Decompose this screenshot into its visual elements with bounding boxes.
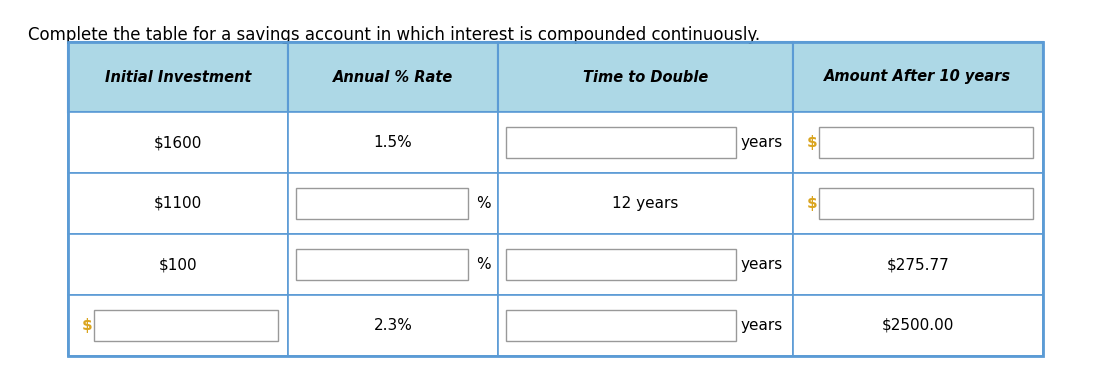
Text: years: years xyxy=(740,257,783,272)
Bar xyxy=(793,42,1043,112)
Bar xyxy=(296,248,469,280)
Bar xyxy=(793,295,1043,356)
Text: $275.77: $275.77 xyxy=(886,257,949,272)
Bar xyxy=(793,173,1043,234)
Bar xyxy=(288,295,498,356)
Bar xyxy=(69,42,1043,356)
Text: Amount After 10 years: Amount After 10 years xyxy=(824,69,1011,84)
Text: Initial Investment: Initial Investment xyxy=(105,69,251,84)
Text: $: $ xyxy=(807,135,818,150)
Bar xyxy=(69,112,288,173)
Bar xyxy=(94,310,278,341)
Bar xyxy=(288,173,498,234)
Bar xyxy=(498,234,793,295)
Bar xyxy=(288,112,498,173)
Bar xyxy=(819,127,1033,158)
Bar xyxy=(793,234,1043,295)
Bar xyxy=(498,42,793,112)
Bar xyxy=(288,42,498,112)
Text: Time to Double: Time to Double xyxy=(582,69,708,84)
Text: %: % xyxy=(476,196,491,211)
Bar xyxy=(498,295,793,356)
Bar xyxy=(69,295,288,356)
Bar xyxy=(819,188,1033,219)
Text: $1600: $1600 xyxy=(154,135,202,150)
Bar xyxy=(69,234,288,295)
Bar xyxy=(506,310,736,341)
Bar xyxy=(506,127,736,158)
Text: 12 years: 12 years xyxy=(612,196,678,211)
Text: $1100: $1100 xyxy=(154,196,202,211)
Text: $: $ xyxy=(82,318,93,333)
Bar xyxy=(69,173,288,234)
Text: $100: $100 xyxy=(159,257,198,272)
Text: years: years xyxy=(740,135,783,150)
Text: 2.3%: 2.3% xyxy=(373,318,412,333)
Bar xyxy=(288,234,498,295)
Text: years: years xyxy=(740,318,783,333)
Text: Complete the table for a savings account in which interest is compounded continu: Complete the table for a savings account… xyxy=(28,26,760,44)
Text: %: % xyxy=(476,257,491,272)
Bar xyxy=(506,248,736,280)
Bar xyxy=(498,173,793,234)
Text: 1.5%: 1.5% xyxy=(373,135,412,150)
Text: $: $ xyxy=(807,196,818,211)
Bar xyxy=(498,112,793,173)
Bar xyxy=(296,188,469,219)
Text: $2500.00: $2500.00 xyxy=(882,318,955,333)
Bar xyxy=(69,42,288,112)
Text: Annual % Rate: Annual % Rate xyxy=(333,69,453,84)
Bar xyxy=(793,112,1043,173)
